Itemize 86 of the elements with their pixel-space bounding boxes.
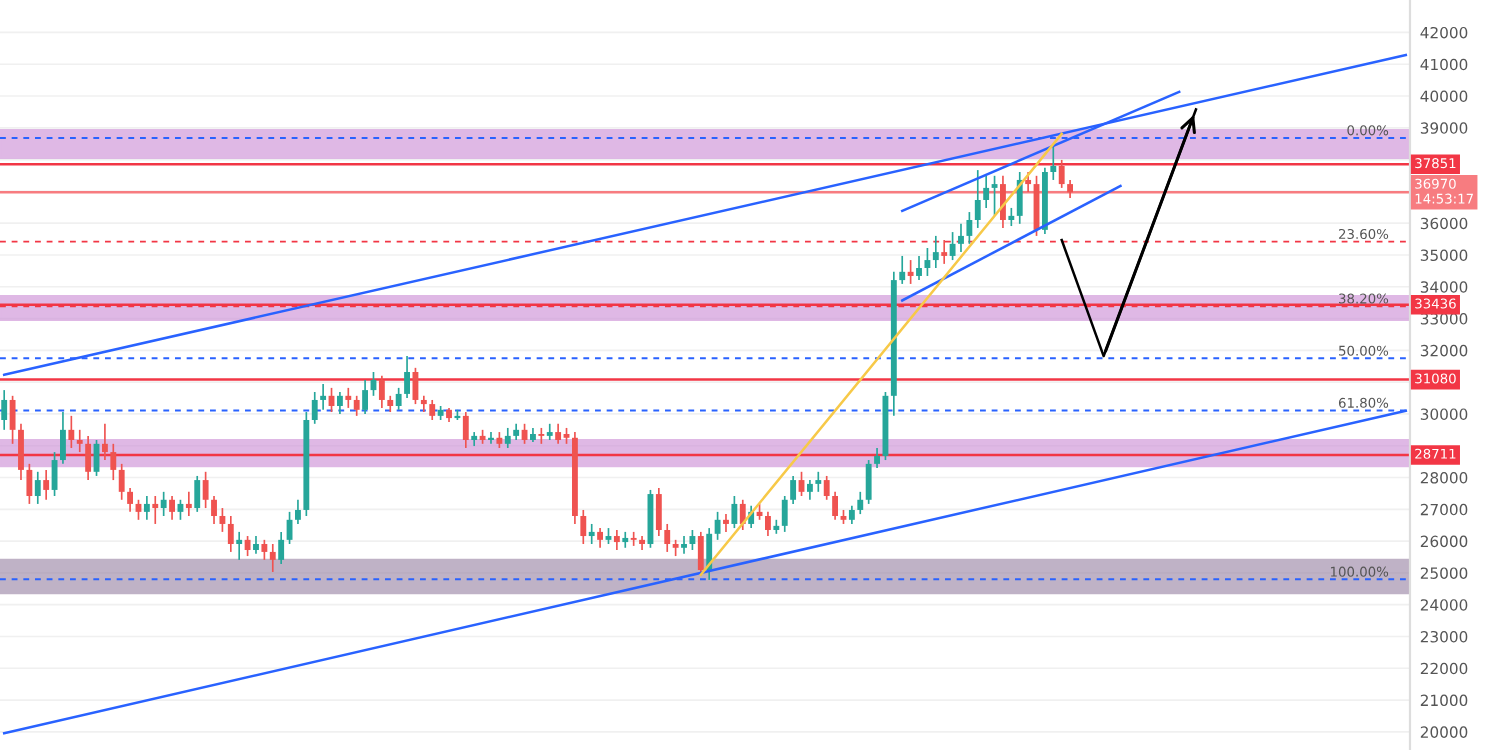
- candlestick: [739, 498, 746, 531]
- candlestick: [43, 469, 50, 501]
- candlestick: [597, 527, 604, 549]
- candlestick: [68, 415, 75, 449]
- candlestick: [404, 355, 410, 399]
- candlestick: [127, 487, 134, 513]
- candlestick: [211, 495, 217, 525]
- candlestick: [110, 442, 117, 481]
- candlestick: [1025, 171, 1032, 193]
- candlestick: [26, 463, 33, 505]
- candlestick: [169, 495, 175, 521]
- candlestick: [9, 394, 16, 445]
- candlestick: [899, 255, 906, 285]
- candlestick: [336, 391, 343, 415]
- candlestick: [613, 529, 620, 551]
- candlestick: [832, 491, 839, 521]
- candlestick: [320, 383, 327, 411]
- candlestick: [555, 422, 562, 445]
- candlestick: [488, 431, 494, 445]
- candlestick: [790, 475, 797, 505]
- candlestick: [395, 387, 402, 411]
- candlestick: [1008, 207, 1015, 227]
- candlestick: [622, 531, 629, 549]
- candlestick: [101, 422, 108, 461]
- candlestick: [85, 435, 92, 481]
- candlestick: [932, 235, 939, 269]
- candlestick: [974, 169, 981, 229]
- candlestick: [966, 211, 973, 245]
- candlestick: [34, 470, 41, 505]
- candlestick: [983, 174, 990, 209]
- candlestick: [731, 495, 738, 529]
- candlestick: [664, 523, 671, 553]
- candlestick: [857, 491, 864, 515]
- candlestick: [244, 535, 251, 557]
- candlestick: [580, 509, 587, 545]
- candlestick: [723, 513, 729, 533]
- candlestick: [261, 539, 268, 561]
- candlestick: [60, 411, 66, 465]
- candlestick: [1, 389, 8, 431]
- candlestick: [958, 222, 964, 253]
- candlestick: [907, 259, 914, 285]
- candlestick: [655, 487, 662, 537]
- candlestick: [689, 529, 696, 551]
- candlestick: [152, 495, 159, 525]
- candlestick: [160, 491, 167, 517]
- candlestick: [924, 247, 931, 277]
- candlestick: [295, 498, 301, 525]
- candlestick: [194, 475, 201, 513]
- candlestick: [227, 515, 234, 553]
- candlestick: [311, 391, 318, 425]
- candlestick: [1050, 145, 1057, 181]
- candlestick: [865, 459, 872, 505]
- candlestick: [991, 174, 998, 217]
- candlestick: [1058, 159, 1065, 189]
- candlestick: [378, 374, 385, 409]
- candlestick: [781, 495, 788, 533]
- candlestick: [18, 422, 24, 481]
- candlestick: [1067, 179, 1074, 199]
- candlestick: [202, 470, 209, 509]
- candlestick: [185, 491, 192, 517]
- candlestick: [848, 504, 855, 525]
- candlestick: [278, 531, 285, 565]
- candlestick: [815, 470, 822, 493]
- candlestick: [714, 511, 721, 541]
- candlestick: [353, 394, 360, 417]
- candlestick: [236, 531, 243, 561]
- candlestick: [588, 523, 595, 545]
- candlestick: [806, 479, 813, 501]
- candlestick: [916, 255, 922, 281]
- candlestick: [941, 239, 948, 265]
- candlestick: [76, 429, 83, 453]
- candlestick: [118, 463, 125, 501]
- candlestick: [681, 535, 687, 555]
- candlestick: [269, 543, 276, 573]
- candlestick: [504, 427, 511, 449]
- candlestick: [345, 387, 352, 409]
- candlestick: [949, 231, 956, 261]
- candlestick: [765, 511, 771, 537]
- candlestick: [362, 379, 369, 415]
- candlestick: [697, 531, 704, 577]
- candlestick: [462, 411, 469, 449]
- candlestick: [874, 447, 880, 469]
- candlestick: [219, 507, 226, 533]
- candlestick: [429, 399, 436, 421]
- candlestick: [823, 475, 830, 501]
- candlestick: [143, 495, 150, 521]
